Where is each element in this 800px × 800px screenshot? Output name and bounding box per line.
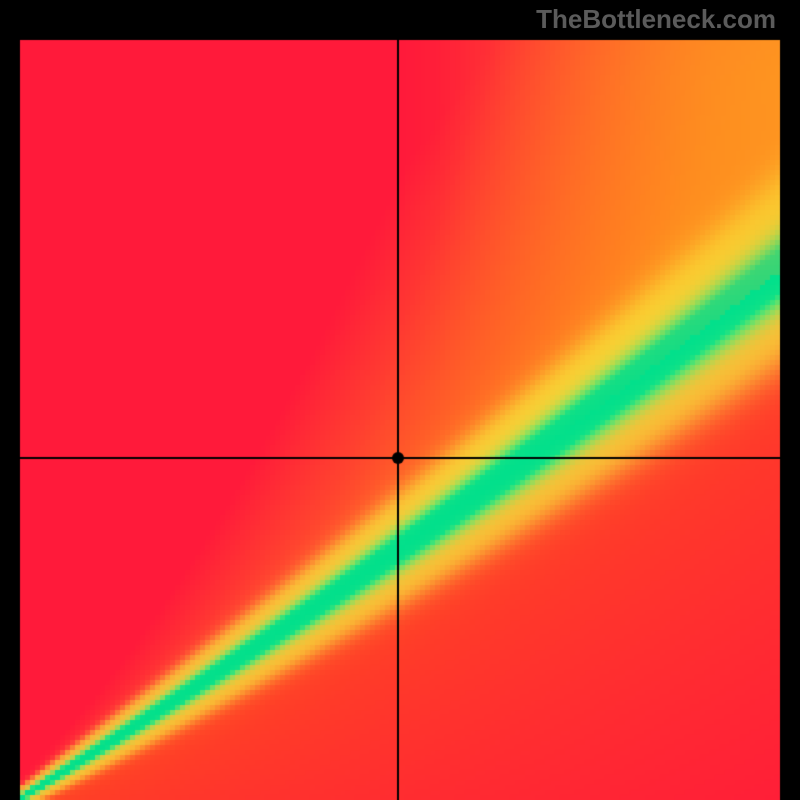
watermark-text: TheBottleneck.com xyxy=(536,4,776,35)
chart-stage: { "meta": { "width": 800, "height": 800,… xyxy=(0,0,800,800)
bottleneck-heatmap xyxy=(0,0,800,800)
